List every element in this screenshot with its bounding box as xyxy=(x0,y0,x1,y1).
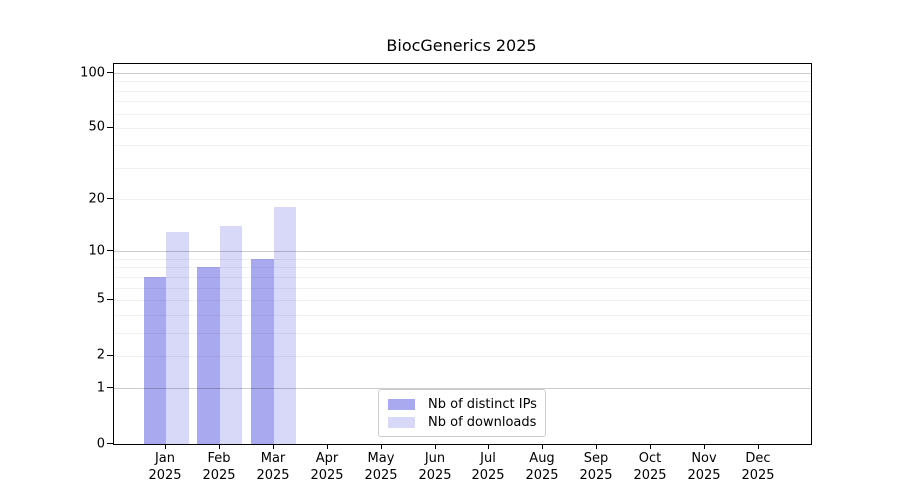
x-tick-month-sep: Sep xyxy=(583,451,609,466)
x-tick-jun xyxy=(435,445,436,449)
gridline-minor-70 xyxy=(114,101,811,102)
y-tick-label-5: 5 xyxy=(96,291,105,307)
x-tick-month-jan: Jan xyxy=(154,451,176,466)
gridline-major-10 xyxy=(114,251,811,252)
x-tick-year-may: 2025 xyxy=(364,468,398,483)
gridline-minor-3 xyxy=(114,333,811,334)
gridline-minor-9 xyxy=(114,259,811,260)
legend-swatch-downloads xyxy=(388,416,415,428)
bar-distinct-ips-feb xyxy=(197,267,220,444)
gridline-minor-4 xyxy=(114,315,811,316)
x-tick-year-sep: 2025 xyxy=(579,468,613,483)
x-tick-jul xyxy=(488,445,489,449)
legend-item-distinct-ips: Nb of distinct IPs xyxy=(388,396,537,412)
gridline-minor-5 xyxy=(114,300,811,301)
gridline-minor-2 xyxy=(114,356,811,357)
bar-downloads-feb xyxy=(219,226,243,444)
x-tick-year-apr: 2025 xyxy=(310,468,344,483)
y-tick-label-10: 10 xyxy=(88,243,105,259)
y-tick-label-50: 50 xyxy=(88,119,105,135)
x-tick-year-jun: 2025 xyxy=(418,468,452,483)
x-tick-year-mar: 2025 xyxy=(256,468,290,483)
x-tick-year-aug: 2025 xyxy=(525,468,559,483)
gridline-minor-80 xyxy=(114,91,811,92)
y-tick-label-1: 1 xyxy=(96,380,105,396)
x-tick-year-jan: 2025 xyxy=(148,468,182,483)
y-tick-0 xyxy=(107,443,113,444)
x-tick-label-dec: Dec 2025 xyxy=(730,450,786,484)
y-tick-100 xyxy=(107,72,113,73)
legend-item-downloads: Nb of downloads xyxy=(388,415,536,430)
x-tick-month-may: May xyxy=(367,451,395,466)
gridline-minor-7 xyxy=(114,277,811,278)
legend-label-downloads: Nb of downloads xyxy=(428,414,537,430)
gridline-minor-90 xyxy=(114,81,811,82)
gridline-major-100 xyxy=(114,73,811,74)
x-tick-label-feb: Feb 2025 xyxy=(191,450,247,484)
gridline-minor-40 xyxy=(114,145,811,146)
bar-downloads-mar xyxy=(273,207,297,444)
x-tick-label-jul: Jul 2025 xyxy=(460,450,516,484)
y-tick-2 xyxy=(107,355,113,356)
x-tick-month-aug: Aug xyxy=(529,451,555,466)
x-tick-dec xyxy=(758,445,759,449)
gridline-minor-50 xyxy=(114,128,811,129)
x-tick-label-may: May 2025 xyxy=(353,450,409,484)
y-tick-5 xyxy=(107,299,113,300)
x-tick-label-jun: Jun 2025 xyxy=(407,450,463,484)
legend-swatch-distinct-ips xyxy=(388,398,415,410)
chart-title: BiocGenerics 2025 xyxy=(386,36,537,55)
gridline-minor-30 xyxy=(114,168,811,169)
gridline-minor-6 xyxy=(114,288,811,289)
x-tick-label-aug: Aug 2025 xyxy=(514,450,570,484)
x-tick-nov xyxy=(704,445,705,449)
gridline-major-1 xyxy=(114,388,811,389)
y-tick-50 xyxy=(107,127,113,128)
y-tick-10 xyxy=(107,250,113,251)
x-tick-month-apr: Apr xyxy=(315,451,339,466)
y-tick-1 xyxy=(107,387,113,388)
legend-label-distinct-ips: Nb of distinct IPs xyxy=(428,396,537,412)
x-tick-month-jun: Jun xyxy=(424,451,446,466)
y-tick-label-2: 2 xyxy=(96,347,105,363)
y-tick-20 xyxy=(107,198,113,199)
x-tick-year-feb: 2025 xyxy=(202,468,236,483)
gridline-minor-8 xyxy=(114,267,811,268)
x-tick-feb xyxy=(219,445,220,449)
y-tick-label-0: 0 xyxy=(96,436,105,451)
x-tick-label-mar: Mar 2025 xyxy=(245,450,301,484)
x-tick-year-dec: 2025 xyxy=(741,468,775,483)
x-tick-month-jul: Jul xyxy=(480,451,496,466)
x-tick-may xyxy=(381,445,382,449)
x-tick-aug xyxy=(542,445,543,449)
x-tick-oct xyxy=(650,445,651,449)
x-tick-label-oct: Oct 2025 xyxy=(622,450,678,484)
bar-downloads-jan xyxy=(166,231,189,444)
x-tick-label-sep: Sep 2025 xyxy=(568,450,624,484)
x-tick-jan xyxy=(165,445,166,449)
gridline-minor-60 xyxy=(114,114,811,115)
legend: Nb of distinct IPs Nb of downloads xyxy=(378,389,546,437)
x-tick-month-mar: Mar xyxy=(260,451,286,466)
bar-distinct-ips-mar xyxy=(251,258,274,444)
x-tick-label-jan: Jan 2025 xyxy=(137,450,193,484)
x-tick-year-jul: 2025 xyxy=(471,468,505,483)
gridline-minor-20 xyxy=(114,199,811,200)
x-tick-apr xyxy=(327,445,328,449)
x-tick-year-nov: 2025 xyxy=(687,468,721,483)
x-tick-label-apr: Apr 2025 xyxy=(299,450,355,484)
bar-distinct-ips-jan xyxy=(143,276,166,444)
x-tick-month-feb: Feb xyxy=(207,451,231,466)
x-tick-month-dec: Dec xyxy=(745,451,771,466)
x-tick-label-nov: Nov 2025 xyxy=(676,450,732,484)
y-tick-label-100: 100 xyxy=(80,65,105,80)
x-tick-year-oct: 2025 xyxy=(633,468,667,483)
y-tick-label-20: 20 xyxy=(88,191,105,207)
x-tick-month-nov: Nov xyxy=(691,451,717,466)
x-tick-mar xyxy=(273,445,274,449)
x-tick-month-oct: Oct xyxy=(638,451,662,466)
x-tick-sep xyxy=(596,445,597,449)
plot-area xyxy=(113,63,812,445)
